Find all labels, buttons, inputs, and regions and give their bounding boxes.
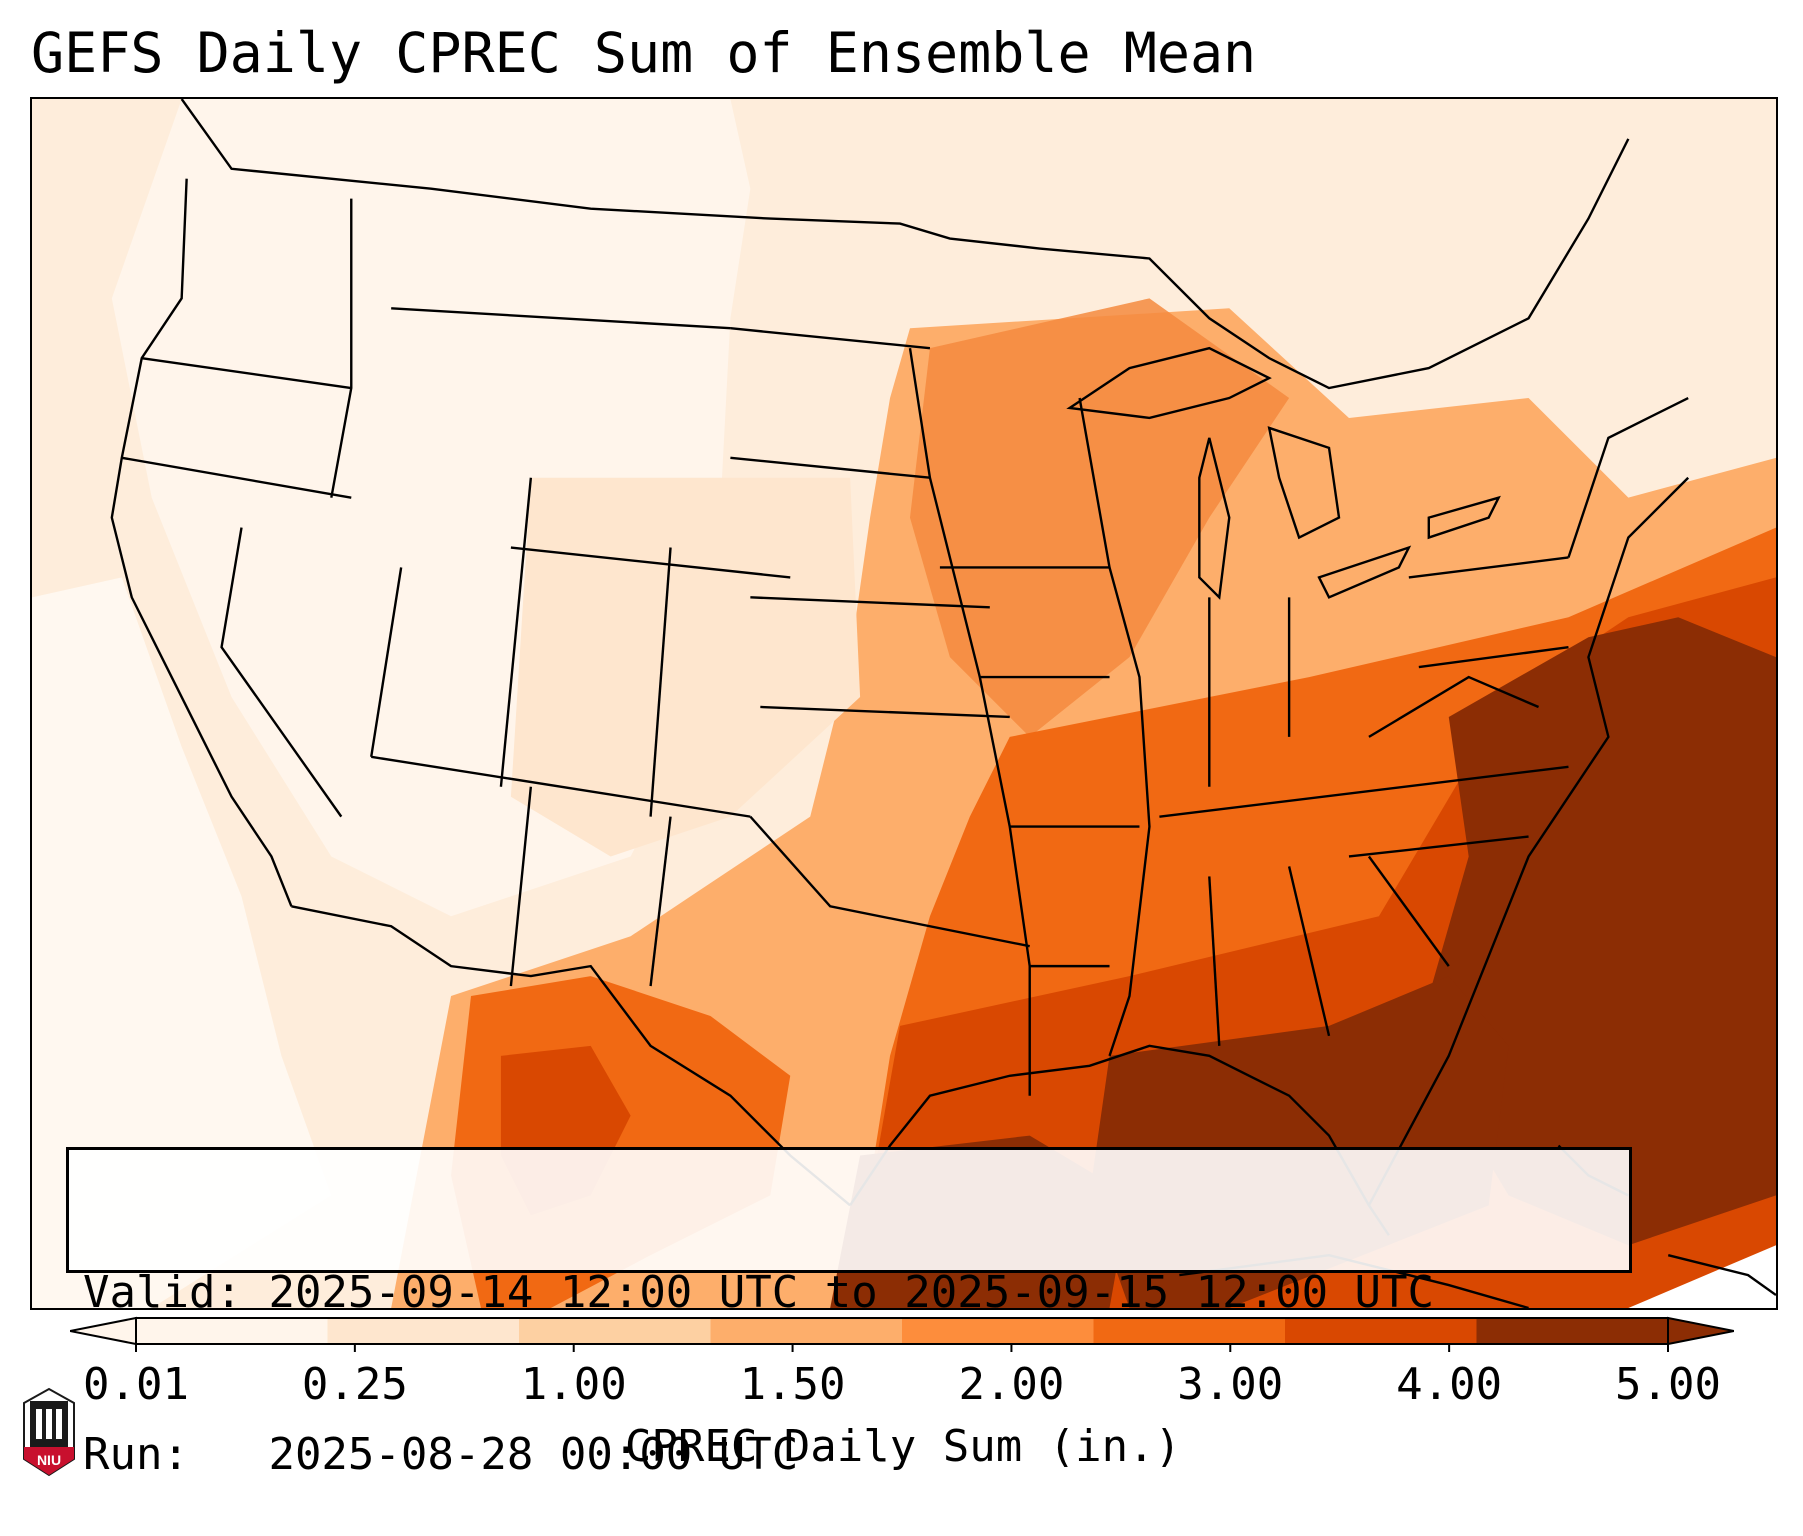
valid-value: 2025-09-14 12:00 UTC to 2025-09-15 12:00… [268, 1267, 1435, 1318]
east-coast [1367, 476, 1690, 1206]
colorbar-segment [902, 1318, 1094, 1344]
valid-run-info-box: Valid: 2025-09-14 12:00 UTC to 2025-09-1… [66, 1147, 1632, 1480]
colorbar-segment [1285, 1318, 1477, 1344]
border-ut-co [499, 477, 533, 787]
border-ok-tx [749, 815, 1030, 948]
border-co-wy-h [510, 546, 791, 579]
colorbar-tick-label: 3.00 [1177, 1359, 1284, 1410]
border-or-ca [121, 456, 352, 499]
lake-ontario [1427, 495, 1501, 540]
colorbar-tick-label: 4.00 [1396, 1359, 1503, 1410]
niu-logo-text: NIU [37, 1452, 61, 1468]
precipitation-map[interactable] [32, 99, 1776, 1308]
border-wa-or [141, 356, 352, 390]
border-az-nm [509, 786, 533, 987]
border-nc-sc [1348, 835, 1529, 858]
map-outside-edge [1628, 1245, 1776, 1308]
colorbar-segment [710, 1318, 903, 1344]
state-borders [110, 99, 1690, 1236]
border-ms-al [1208, 876, 1221, 1046]
border-plains-east [908, 347, 1031, 1096]
lake-huron [1267, 426, 1341, 540]
border-ga-sc [1367, 855, 1450, 967]
valid-line: Valid: 2025-09-14 12:00 UTC to 2025-09-1… [83, 1266, 1629, 1320]
map-frame[interactable] [30, 97, 1778, 1310]
border-mississippi [1078, 397, 1151, 1057]
colorbar-segment [519, 1318, 711, 1344]
lake-michigan [1198, 437, 1231, 600]
run-value: 2025-08-28 00:00 UTC [268, 1429, 799, 1480]
us-canada-border [180, 99, 1630, 390]
colorbar-outline [135, 1317, 1669, 1345]
colorbar [70, 1312, 1734, 1352]
border-pa-ny [1408, 556, 1569, 579]
colorbar-tick-label: 1.50 [739, 1359, 846, 1410]
colorbar-tick-label: 1.00 [520, 1359, 627, 1410]
colorbar-segment [1093, 1318, 1286, 1344]
border-nm-tx [649, 816, 672, 987]
border-tn-ky [1159, 765, 1569, 818]
border-ks-ok [760, 705, 1010, 719]
lake-erie [1317, 545, 1412, 599]
border-mt-wy [391, 307, 731, 330]
us-mexico-border [291, 905, 851, 1207]
colorbar-segment [1476, 1318, 1669, 1344]
border-4corners-h [371, 755, 751, 818]
valid-label: Valid: [83, 1267, 242, 1318]
border-va-wv [1368, 675, 1540, 738]
border-ne-states [1567, 396, 1689, 558]
west-coast [110, 178, 293, 907]
colorbar-label: CPREC Daily Sum (in.) [624, 1421, 1182, 1472]
hispaniola [1667, 1254, 1776, 1297]
colorbar-extend-high [1667, 1316, 1734, 1346]
map-title: GEFS Daily CPREC Sum of Ensemble Mean [31, 21, 1257, 85]
colorbar-tick-label: 0.01 [83, 1359, 189, 1410]
border-ca-nv [220, 527, 343, 818]
colorbar-tick-label: 0.25 [301, 1359, 408, 1410]
border-ne-ks [750, 596, 990, 609]
colorbar-tick-label: 2.00 [958, 1359, 1065, 1410]
field-pacific-white [32, 577, 332, 1308]
colorbar-segment [136, 1318, 328, 1344]
lake-superior [1066, 346, 1272, 420]
border-co-ks [649, 547, 672, 817]
field-plains-mid [510, 477, 861, 857]
border-pa-south [1418, 646, 1569, 669]
colorbar-extend-low [70, 1316, 137, 1346]
great-lakes [1066, 346, 1501, 600]
border-nv-ut [370, 567, 403, 758]
border-al-ga [1287, 866, 1331, 1037]
run-line: Run: 2025-08-28 00:00 UTC [83, 1428, 1629, 1482]
colorbar-svg [70, 1316, 1734, 1352]
border-sd-ne [730, 456, 931, 479]
niu-logo: NIU [23, 1387, 75, 1477]
run-label: Run: [83, 1429, 189, 1480]
border-nd-sd [730, 327, 931, 350]
colorbar-segment [327, 1318, 520, 1344]
border-id [330, 198, 353, 498]
colorbar-tick-label: 5.00 [1615, 1359, 1721, 1410]
